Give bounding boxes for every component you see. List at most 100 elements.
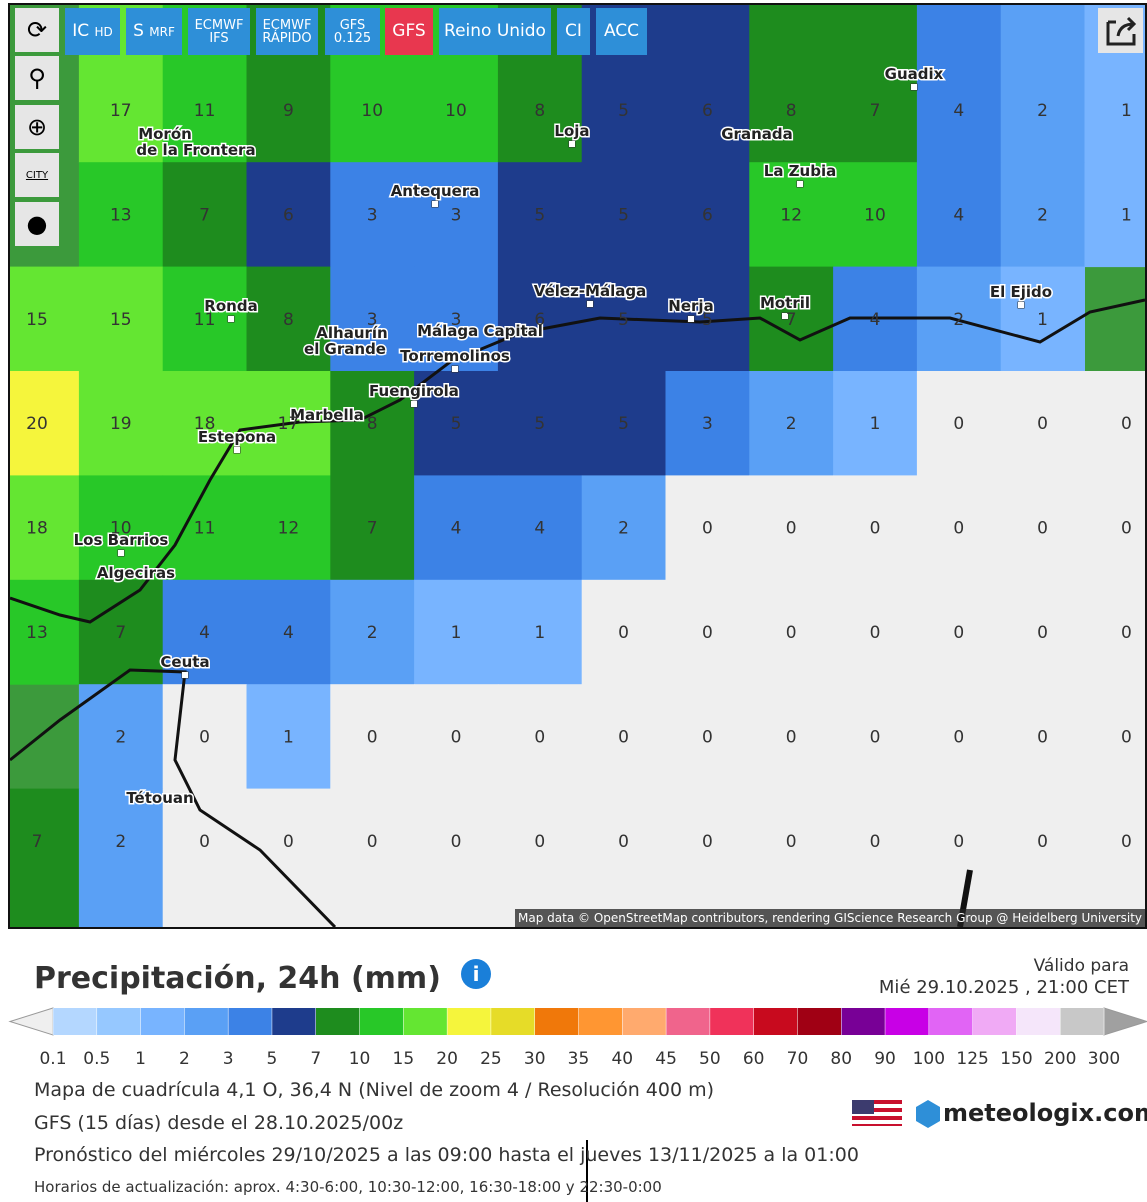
grid-value: 5 [534, 414, 545, 434]
legend-tick-label: 15 [393, 1049, 415, 1069]
grid-value: 4 [870, 310, 881, 330]
grid-value: 1 [870, 414, 881, 434]
grid-value: 10 [361, 101, 383, 121]
grid-value: 3 [367, 310, 378, 330]
city-marker [117, 549, 125, 557]
grid-value: 0 [1037, 727, 1048, 747]
grid-cell [10, 371, 80, 476]
legend-tick-label: 125 [956, 1049, 988, 1069]
map-tool[interactable]: ● [15, 202, 59, 246]
city-marker [233, 446, 241, 454]
grid-cell [78, 579, 164, 685]
grid-value: 17 [278, 414, 300, 434]
legend-tick-label: 100 [913, 1049, 945, 1069]
map-tool[interactable]: ⟳ [15, 8, 59, 52]
legend-tick-label: 10 [349, 1049, 371, 1069]
grid-cell [162, 788, 247, 927]
grid-cell [497, 788, 583, 927]
grid-cell [497, 579, 583, 685]
grid-value: 0 [953, 414, 964, 434]
grid-value: 8 [786, 101, 797, 121]
grid-value: 6 [702, 101, 713, 121]
legend-tick-label: 2 [179, 1049, 190, 1069]
grid-value: 2 [953, 310, 964, 330]
city-marker [410, 400, 418, 408]
model-button[interactable]: Reino Unido [439, 8, 551, 55]
grid-cell [916, 5, 1002, 163]
grid-value: 0 [451, 832, 462, 852]
button-label: ECMWF [194, 17, 244, 33]
grid-value: 20 [26, 414, 48, 434]
legend-swatch [184, 1008, 229, 1035]
city-label: Málaga Capital [417, 322, 543, 340]
grid-cell [833, 788, 918, 927]
legend-swatch [534, 1008, 579, 1035]
grid-value: 6 [702, 205, 713, 225]
grid-value: 0 [870, 519, 881, 539]
map-tool[interactable]: CITY [15, 153, 59, 197]
model-button[interactable]: ECMWF IFS [188, 8, 250, 55]
grid-value: 11 [194, 519, 216, 539]
info-line: Mapa de cuadrícula 4,1 O, 36,4 N (Nivel … [34, 1079, 715, 1101]
legend-swatch [1060, 1008, 1105, 1035]
model-button[interactable]: GFS [385, 8, 433, 55]
model-button[interactable]: ACC [596, 8, 647, 55]
legend-tick-label: 150 [1000, 1049, 1032, 1069]
grid-value: 0 [702, 623, 713, 643]
city-label: Ceuta [160, 653, 209, 671]
grid-value: 5 [618, 205, 629, 225]
grid-value: 0 [1121, 727, 1132, 747]
legend-tick-label: 7 [310, 1049, 321, 1069]
city-label: El Ejido [990, 283, 1052, 301]
grid-cell [78, 788, 164, 927]
model-button[interactable]: ECMWF RÁPIDO [256, 8, 318, 55]
grid-value: 0 [1121, 623, 1132, 643]
grid-cell [581, 162, 666, 268]
grid-cell [833, 162, 918, 268]
button-label: ACC [603, 21, 640, 41]
grid-value: 2 [618, 519, 629, 539]
button-label: MRF [149, 24, 175, 39]
grid-cell [833, 5, 918, 163]
info-glyph: i [473, 962, 480, 986]
grid-value: 3 [702, 414, 713, 434]
grid-value: 10 [864, 205, 886, 225]
grid-cell [497, 162, 583, 268]
info-icon[interactable] [461, 959, 491, 989]
grid-cell [414, 266, 499, 372]
map-tool[interactable]: ⊕ [15, 105, 59, 149]
grid-cell [10, 266, 80, 372]
button-label: IC [72, 20, 90, 41]
valid-date: Mié 29.10.2025 , 21:00 CET [879, 977, 1130, 998]
grid-cell [665, 5, 750, 163]
model-button[interactable]: CI [557, 8, 590, 55]
grid-value: 0 [1037, 832, 1048, 852]
attribution-bg [515, 909, 1145, 927]
grid-value: 0 [618, 623, 629, 643]
model-button[interactable]: GFS 0.125 [325, 8, 380, 55]
grid-value: 4 [953, 101, 964, 121]
grid-value: 0 [1037, 414, 1048, 434]
model-button[interactable]: S MRF [126, 8, 182, 55]
grid-cell [330, 266, 415, 372]
grid-cell [330, 684, 415, 790]
grid-cell [1084, 788, 1145, 927]
grid-value: 0 [534, 832, 545, 852]
grid-cell [581, 579, 666, 685]
grid-cell [1000, 266, 1085, 372]
grid-cell [665, 579, 750, 685]
grid-value: 2 [115, 727, 126, 747]
grid-cell [581, 684, 666, 790]
grid-cell [1084, 371, 1145, 476]
legend-tick-label: 50 [699, 1049, 721, 1069]
legend-swatch [1016, 1008, 1061, 1035]
grid-cell [833, 579, 918, 685]
grid-cell [581, 788, 666, 927]
grid-value: 0 [618, 832, 629, 852]
model-button[interactable]: IC HD [65, 8, 120, 55]
map-tool[interactable]: ⚲ [15, 56, 59, 100]
grid-value: 11 [194, 310, 216, 330]
grid-cell [330, 788, 415, 927]
grid-value: 0 [618, 727, 629, 747]
grid-cell [162, 579, 247, 685]
